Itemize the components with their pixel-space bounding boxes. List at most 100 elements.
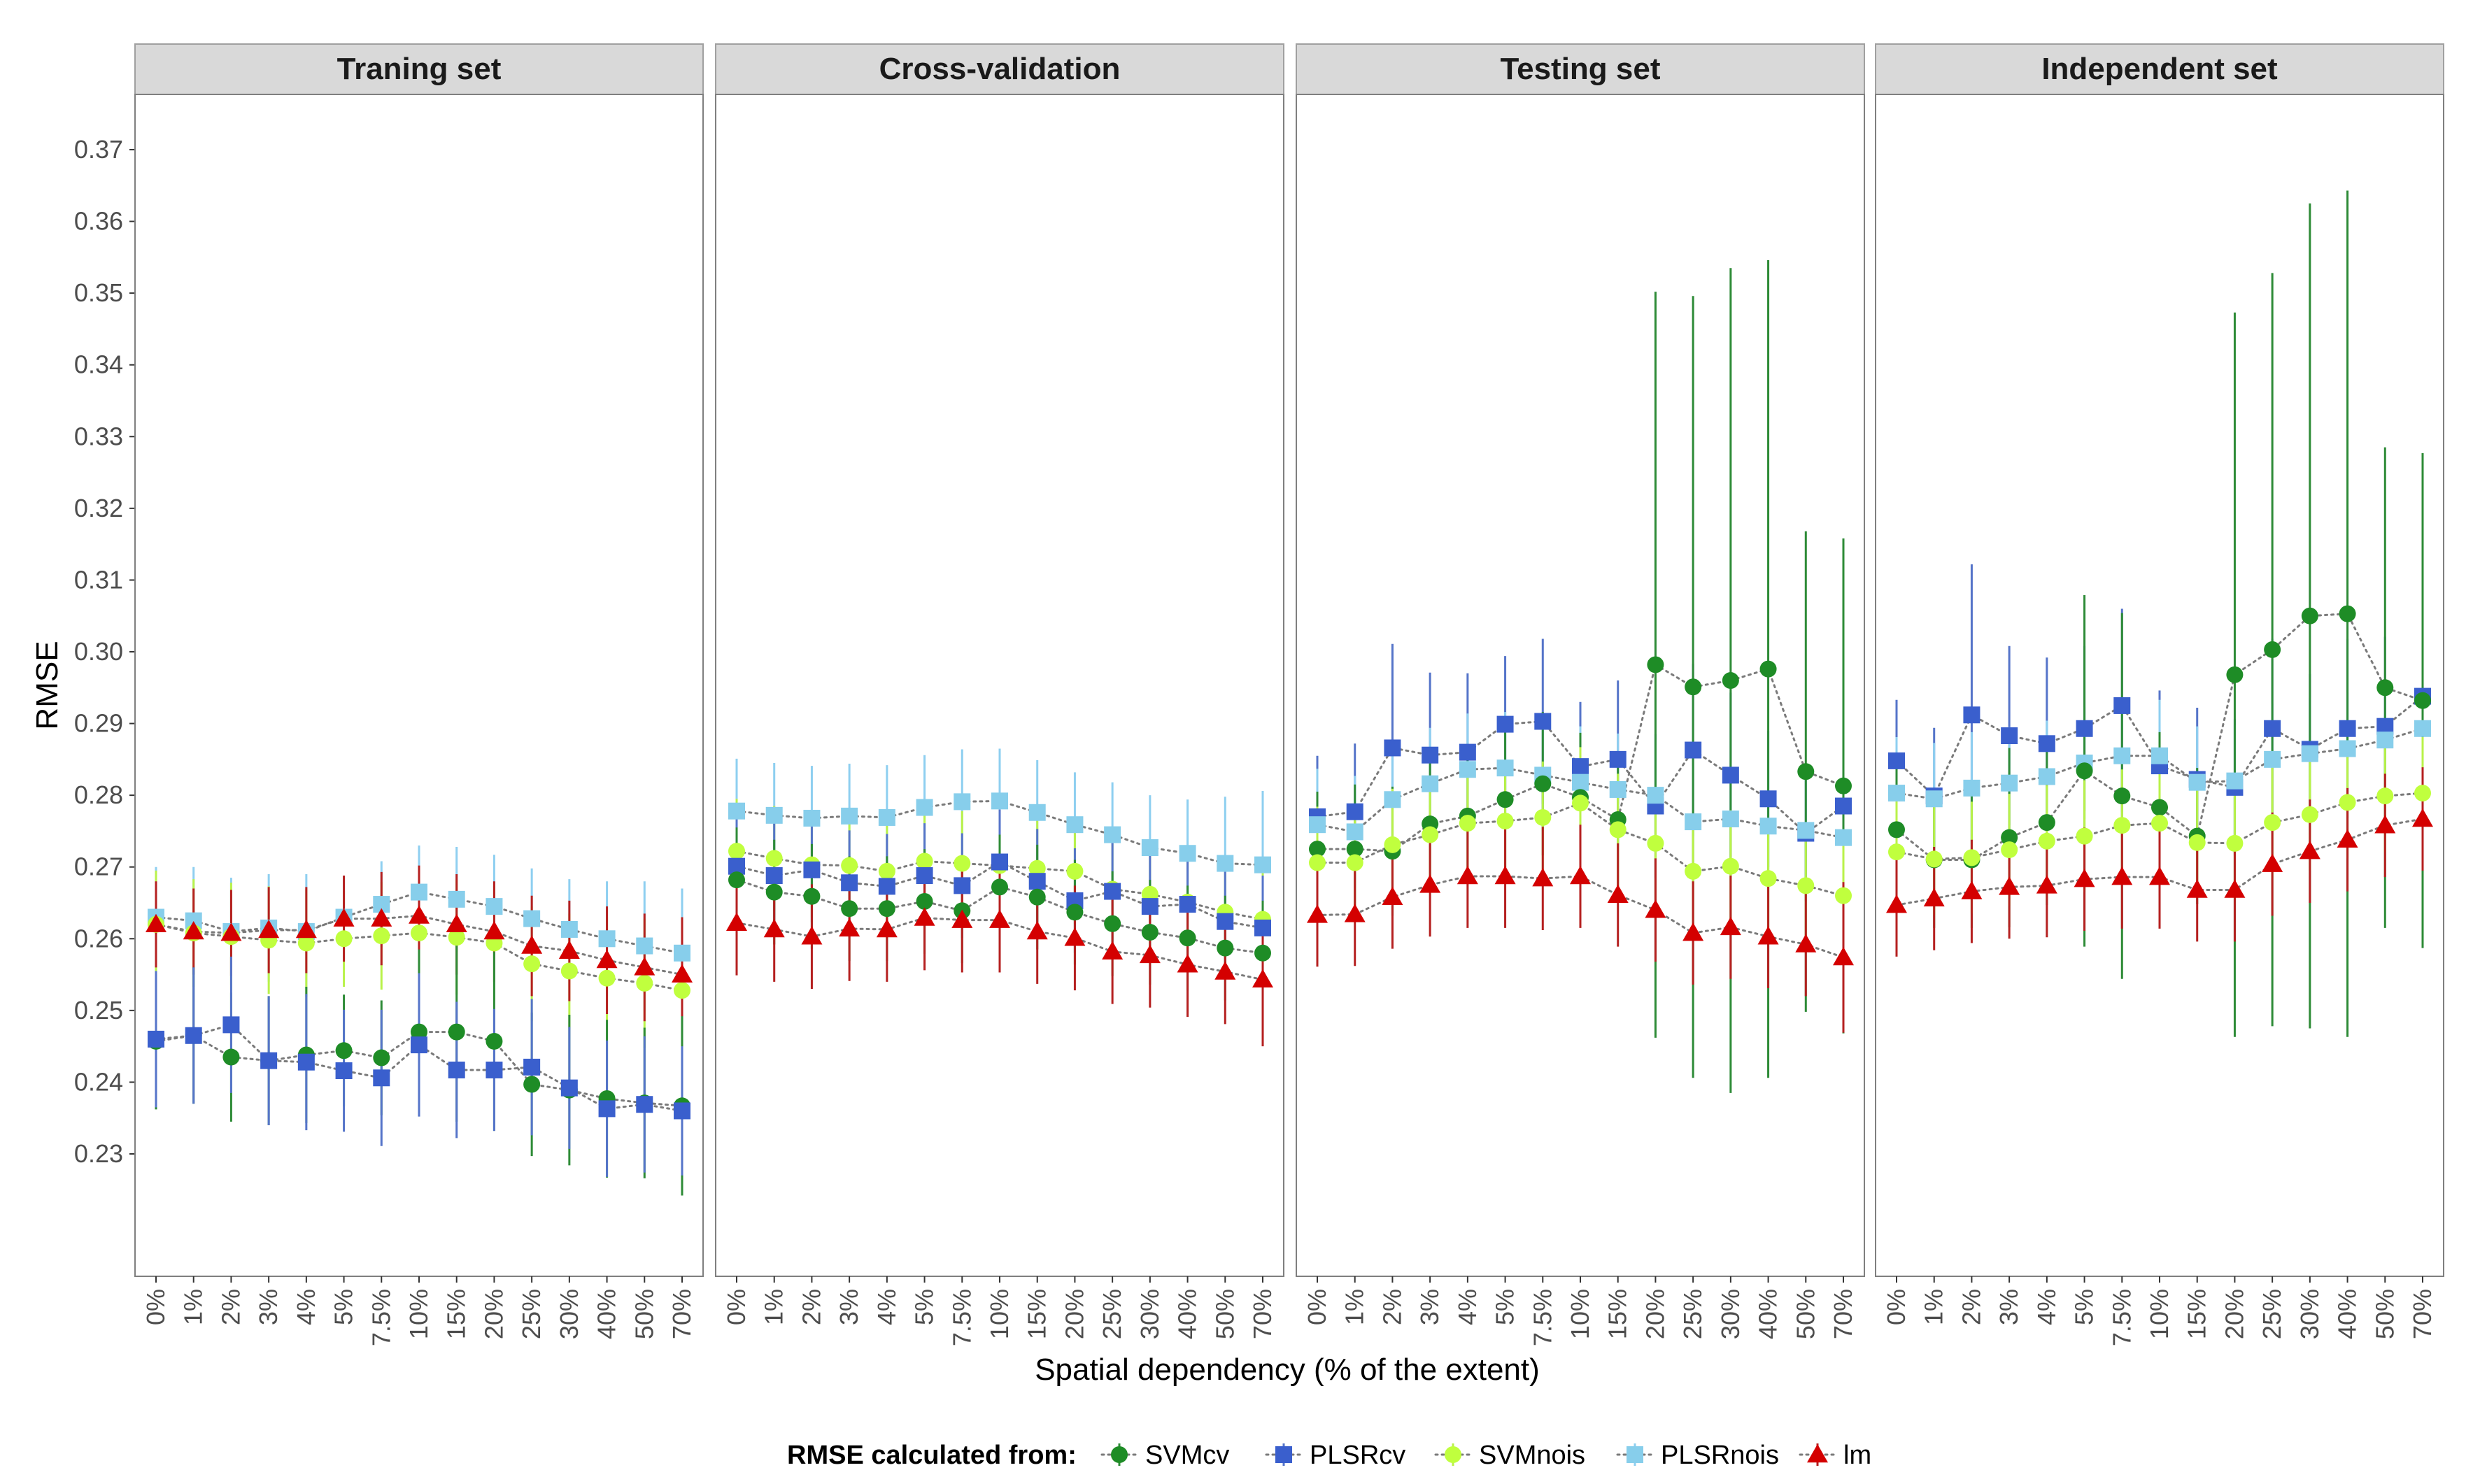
point-SVMcv xyxy=(2151,799,2168,816)
x-tick-label: 15% xyxy=(442,1289,471,1339)
point-PLSRnois xyxy=(803,809,821,827)
point-SVMnois xyxy=(841,857,858,874)
point-SVMnois xyxy=(1534,808,1552,826)
series-line-SVMcv xyxy=(735,878,1264,955)
x-tick-label: 2% xyxy=(1957,1289,1985,1325)
point-PLSRcv xyxy=(2264,720,2281,737)
point-SVMcv xyxy=(2038,814,2055,832)
point-PLSRnois xyxy=(1925,790,1943,808)
point-SVMcv xyxy=(841,900,858,918)
point-SVMcv xyxy=(411,1023,427,1041)
point-SVMnois xyxy=(448,929,465,946)
point-PLSRcv xyxy=(1384,739,1401,757)
point-SVMnois xyxy=(1963,849,1980,866)
point-lm xyxy=(1999,876,2020,895)
point-SVMcv xyxy=(803,887,821,905)
y-axis: 0.23 0.24 0.25 0.26 0.27 0.28 0.29 0.30 0.31 0.32… xyxy=(74,135,135,1168)
point-SVMnois xyxy=(1422,826,1439,843)
point-PLSRnois xyxy=(523,910,541,927)
point-PLSRnois xyxy=(728,802,745,820)
y-tick-label: 0.31 xyxy=(74,565,123,594)
point-PLSRcv xyxy=(1422,746,1439,764)
markers-PLSRcv xyxy=(728,853,1271,936)
point-lm xyxy=(2036,875,2057,894)
x-tick-label: 4% xyxy=(2032,1289,2061,1325)
point-SVMcv xyxy=(2076,762,2093,780)
point-PLSRnois xyxy=(1217,855,1234,872)
panel-strip xyxy=(1296,43,1865,95)
point-PLSRcv xyxy=(560,1079,578,1097)
point-SVMcv xyxy=(2226,666,2244,683)
point-SVMnois xyxy=(2076,827,2093,845)
x-tick-label: 1% xyxy=(760,1289,788,1325)
point-PLSRnois xyxy=(1104,826,1121,843)
point-PLSRcv xyxy=(2076,720,2093,737)
point-SVMnois xyxy=(1459,815,1476,832)
point-lm xyxy=(763,918,785,938)
point-PLSRcv xyxy=(1759,790,1777,808)
point-SVMcv xyxy=(1104,915,1121,932)
point-PLSRcv xyxy=(636,1096,653,1113)
point-lm xyxy=(1494,866,1516,885)
x-tick-label: 1% xyxy=(179,1289,208,1325)
series-line-PLSRcv xyxy=(155,1023,683,1112)
point-SVMcv xyxy=(1759,660,1777,678)
x-tick-label: 10% xyxy=(2145,1289,2174,1339)
panel-2: Cross-validation 0% 1% 2% 3% 4% 5% 7.5% 10% 15% 20… xyxy=(715,43,1284,1346)
point-PLSRcv xyxy=(598,1100,616,1118)
y-tick-label: 0.36 xyxy=(74,207,123,236)
point-PLSRcv xyxy=(878,878,895,895)
point-SVMcv xyxy=(2414,692,2431,709)
panel-strip xyxy=(1875,43,2444,95)
point-SVMnois xyxy=(1759,870,1777,887)
markers-PLSRnois xyxy=(728,792,1271,873)
legend: RMSE calculated from: SVMcv PLSRcv SVMnois P… xyxy=(787,1441,1871,1470)
point-PLSRnois xyxy=(1609,780,1627,798)
point-PLSRnois xyxy=(674,944,690,962)
point-PLSRcv xyxy=(1346,803,1363,820)
point-lm xyxy=(914,907,935,926)
point-lm xyxy=(1645,899,1666,918)
point-SVMnois xyxy=(1346,854,1363,871)
point-lm xyxy=(220,922,242,941)
point-SVMnois xyxy=(1572,794,1589,812)
point-SVMcv xyxy=(2339,605,2356,622)
x-tick-label: 15% xyxy=(1603,1289,1632,1339)
point-lm xyxy=(1457,866,1478,885)
point-PLSRcv xyxy=(1685,741,1702,759)
x-tick-label: 15% xyxy=(1023,1289,1051,1339)
x-tick-label: 10% xyxy=(985,1289,1014,1339)
point-lm xyxy=(146,913,166,933)
x-tick-label: 0% xyxy=(722,1289,751,1325)
point-PLSRcv xyxy=(991,853,1008,871)
point-lm xyxy=(1419,874,1441,893)
legend-key-SVMnois xyxy=(1445,1446,1461,1463)
x-tick-label: 70% xyxy=(2408,1289,2437,1339)
point-lm xyxy=(1682,922,1704,941)
point-lm xyxy=(634,957,656,976)
point-PLSRcv xyxy=(448,1061,465,1078)
point-SVMcv xyxy=(1179,929,1196,947)
y-tick-label: 0.25 xyxy=(74,996,123,1025)
x-tick-label: 1% xyxy=(1920,1289,1948,1325)
point-lm xyxy=(1720,916,1741,936)
point-lm xyxy=(1139,944,1161,964)
point-PLSRcv xyxy=(1459,743,1476,761)
markers-PLSRcv xyxy=(1309,713,1852,842)
point-SVMcv xyxy=(728,871,745,889)
point-SVMnois xyxy=(2113,817,2131,834)
point-PLSRnois xyxy=(2414,720,2431,737)
point-lm xyxy=(2186,879,2208,898)
point-PLSRnois xyxy=(560,920,578,938)
point-lm xyxy=(2224,879,2246,898)
x-tick-label: 3% xyxy=(1415,1289,1444,1325)
point-SVMcv xyxy=(878,900,895,918)
point-lm xyxy=(1177,954,1198,973)
x-tick-label: 70% xyxy=(1248,1289,1277,1339)
x-tick-label: 40% xyxy=(593,1289,621,1339)
point-lm xyxy=(1795,934,1817,953)
point-SVMnois xyxy=(2001,841,2018,859)
point-SVMnois xyxy=(1685,862,1702,880)
x-tick-label: 5% xyxy=(2070,1289,2099,1325)
